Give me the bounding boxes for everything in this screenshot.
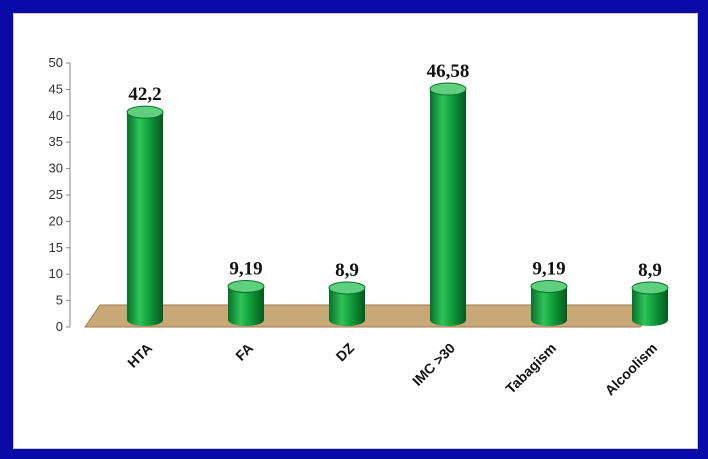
bar-body	[531, 286, 567, 326]
y-tick-label: 10	[49, 266, 63, 281]
category-label: DZ	[333, 339, 358, 364]
y-tick-label: 5	[56, 293, 63, 308]
bar-top	[227, 279, 265, 293]
data-label: 9,19	[532, 258, 565, 279]
bar-top	[631, 281, 669, 295]
bar	[227, 279, 265, 326]
bar-body	[228, 286, 264, 326]
bar-body	[632, 288, 668, 326]
data-label: 8,9	[335, 260, 359, 281]
bar-body	[127, 112, 163, 326]
bar	[328, 281, 366, 326]
category-label: HTA	[124, 340, 155, 371]
bar-top	[126, 105, 164, 119]
y-tick-label: 0	[56, 319, 63, 334]
data-label: 46,58	[427, 61, 470, 82]
category-label: FA	[232, 340, 256, 364]
y-tick-label: 30	[49, 161, 63, 176]
category-label: Tabagism	[502, 340, 559, 397]
y-tick-label: 45	[49, 81, 63, 96]
bar	[530, 279, 568, 326]
y-tick-label: 25	[49, 187, 63, 202]
y-tick-label: 35	[49, 134, 63, 149]
bar	[631, 281, 669, 326]
bar	[126, 105, 164, 326]
y-tick-label: 50	[49, 55, 63, 70]
y-tick-label: 15	[49, 240, 63, 255]
category-label: IMC >30	[409, 340, 458, 389]
bar-top	[328, 281, 366, 295]
bar	[429, 82, 467, 326]
bar-top	[530, 279, 568, 293]
bar-body	[329, 288, 365, 326]
chart-floor	[84, 304, 667, 328]
data-label: 42,2	[128, 84, 161, 105]
data-label: 9,19	[229, 258, 262, 279]
data-label: 8,9	[638, 260, 662, 281]
y-tick-label: 40	[49, 108, 63, 123]
bar-top	[429, 82, 467, 96]
bar-body	[430, 89, 466, 326]
y-tick-label: 20	[49, 213, 63, 228]
category-label: Alcoolism	[601, 340, 660, 399]
